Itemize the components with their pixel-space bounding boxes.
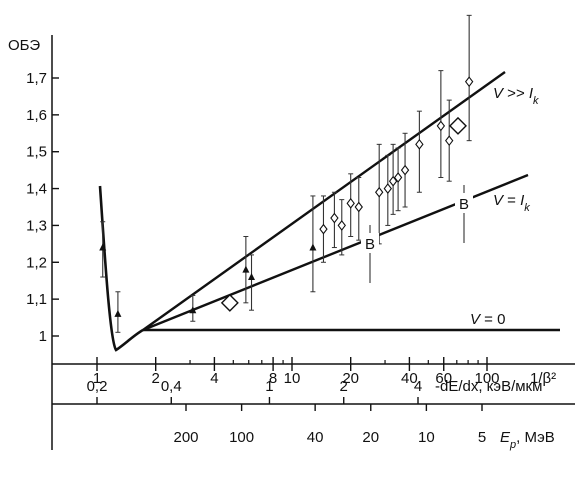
- x1-tick-label: 20: [342, 370, 359, 387]
- triangle-point: [99, 243, 107, 251]
- diamond-point: [388, 175, 398, 187]
- x1-tick-label: 4: [210, 370, 218, 387]
- x3-tick-label: 200: [173, 429, 198, 446]
- ticks: 1 1,1 1,2 1,3 1,4 1,5 1,6 1,7 1 2 4 8 10 20 40 60 100 0,2…: [26, 70, 499, 446]
- diamond-point: [354, 201, 363, 213]
- data-points: [99, 14, 474, 333]
- diamond-point: [337, 220, 346, 231]
- x2-tick-label: 2: [340, 378, 348, 395]
- y-tick-label: 1,5: [26, 144, 47, 161]
- x3-tick-label: 100: [229, 429, 254, 446]
- x2-tick-label: 4: [414, 378, 422, 395]
- y-tick-label: 1,4: [26, 181, 47, 198]
- x3-tick-label: 5: [478, 429, 486, 446]
- y-axis-title: ОБЭ: [8, 37, 40, 54]
- diamond-point: [464, 76, 474, 88]
- curve-label-equal: V = Ik: [493, 192, 530, 214]
- triangle-point: [248, 273, 256, 281]
- b-marker-background: [455, 193, 473, 213]
- y-tick-label: 1,7: [26, 70, 47, 87]
- triangle-point: [189, 306, 197, 314]
- x1-axis-title: 1/β²: [530, 370, 556, 387]
- x1-tick-label: 1: [93, 370, 101, 387]
- triangle-point: [242, 265, 250, 273]
- diamond-point: [436, 120, 446, 132]
- y-tick-label: 1,6: [26, 107, 47, 124]
- x2-axis-title: -dE/dx, кэВ/мкм: [435, 378, 542, 395]
- curves: [98, 71, 560, 352]
- y-tick-label: 1,1: [26, 291, 47, 308]
- x3-axis-title: Ep, МэВ: [500, 429, 555, 451]
- b-marker-label: B: [365, 236, 375, 253]
- large-diamond-point: [220, 293, 239, 312]
- curve-label-high: V >> Ik: [493, 85, 539, 107]
- diamond-point: [415, 138, 424, 150]
- triangle-point: [114, 309, 122, 317]
- chart-frame: [51, 35, 575, 450]
- x2-tick-label: 0,4: [161, 378, 182, 395]
- diamond-point: [445, 135, 454, 147]
- x1-tick-label: 10: [284, 370, 301, 387]
- x1-tick-label: 8: [269, 370, 277, 387]
- diamond-point: [346, 197, 355, 209]
- x1-tick-label: 2: [152, 370, 160, 387]
- b-marker-label: B: [459, 196, 469, 213]
- diamond-point: [319, 223, 328, 235]
- diamond-point: [400, 164, 410, 176]
- y-tick-label: 1: [39, 328, 47, 345]
- triangle-point: [309, 243, 317, 251]
- b-marker-background: [361, 233, 379, 253]
- x1-tick-label: 100: [474, 370, 499, 387]
- curve-label-zero: V = 0: [470, 311, 505, 328]
- x3-tick-label: 10: [418, 429, 435, 446]
- x2-tick-label: 0,2: [87, 378, 108, 395]
- diamond-point: [393, 172, 403, 183]
- y-tick-label: 1,2: [26, 254, 47, 271]
- x2-tick-label: 1: [265, 378, 273, 395]
- x3-tick-label: 20: [362, 429, 379, 446]
- x1-tick-label: 60: [435, 370, 452, 387]
- x1-tick-label: 40: [401, 370, 418, 387]
- diamond-point: [374, 186, 384, 198]
- large-diamond-point: [449, 116, 467, 135]
- y-tick-label: 1,3: [26, 217, 47, 234]
- curve-low-energy: [98, 185, 144, 352]
- x3-tick-label: 40: [307, 429, 324, 446]
- diamond-point: [330, 212, 339, 224]
- labels: ОБЭ 1/β²-dE/dx, кэВ/мкм Ep, МэВ B B V >> Ik V …: [8, 37, 556, 451]
- diamond-point: [383, 183, 393, 194]
